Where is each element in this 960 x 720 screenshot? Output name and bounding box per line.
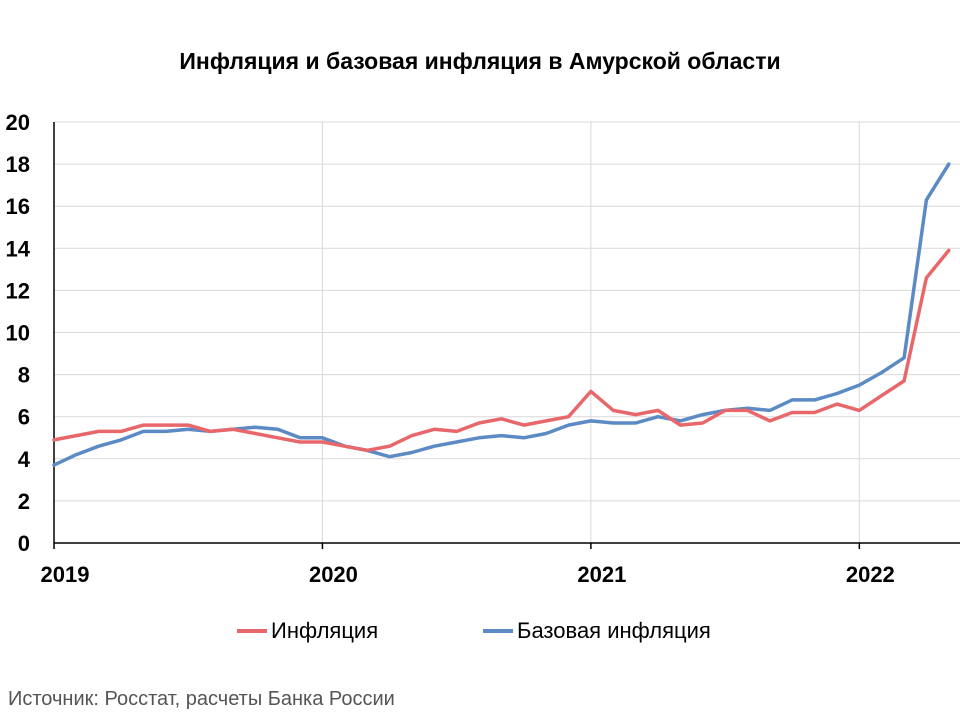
axes: [53, 122, 960, 549]
chart-title: Инфляция и базовая инфляция в Амурской о…: [179, 48, 781, 74]
x-tick-label-2022: 2022: [846, 562, 895, 587]
legend-swatch-core-inflation: [483, 629, 513, 633]
y-tick-label-2: 2: [18, 489, 30, 514]
y-tick-labels: 0 2 4 6 8 10 12 14 16 18 20: [6, 110, 31, 556]
y-tick-label-18: 18: [6, 152, 30, 177]
legend-swatch-inflation: [237, 629, 267, 633]
legend-label-inflation: Инфляция: [271, 618, 379, 643]
y-tick-label-16: 16: [6, 194, 30, 219]
y-tick-label-8: 8: [18, 363, 30, 388]
legend: Инфляция Базовая инфляция: [0, 618, 960, 648]
y-tick-label-10: 10: [6, 321, 30, 346]
source-note: Источник: Росстат, расчеты Банка России: [8, 688, 395, 710]
legend-item-inflation: Инфляция: [237, 618, 378, 644]
x-tick-label-2019: 2019: [41, 562, 90, 587]
x-tick-labels: 2019 2020 2021 2022: [41, 562, 895, 587]
series-line-0: [52, 248, 951, 453]
y-tick-label-4: 4: [18, 447, 31, 472]
grid: [54, 121, 960, 543]
legend-label-core-inflation: Базовая инфляция: [517, 618, 711, 643]
y-tick-label-20: 20: [6, 110, 30, 135]
x-tick-label-2020: 2020: [309, 562, 358, 587]
series-lines: [52, 162, 951, 467]
y-tick-label-6: 6: [18, 405, 30, 430]
y-tick-label-0: 0: [18, 531, 30, 556]
legend-item-core-inflation: Базовая инфляция: [483, 618, 711, 644]
y-tick-label-12: 12: [6, 278, 30, 303]
x-tick-label-2021: 2021: [577, 562, 626, 587]
y-tick-label-14: 14: [6, 236, 31, 261]
